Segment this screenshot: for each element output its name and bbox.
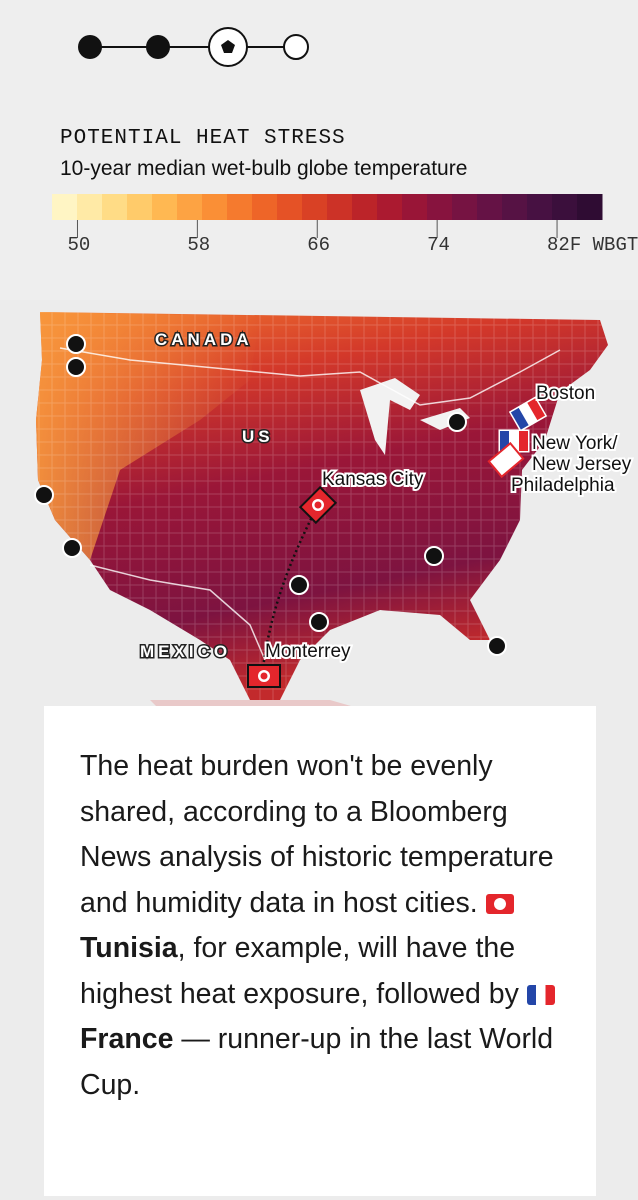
- progress-step[interactable]: [78, 35, 102, 59]
- city-label: New York/: [532, 433, 618, 454]
- border-line: [89, 564, 266, 661]
- flag-marker[interactable]: [508, 396, 548, 432]
- great-lakes: [360, 378, 470, 455]
- flag-icon: [526, 984, 555, 1005]
- colorbar-swatch: [352, 194, 378, 220]
- city-label: Kansas City: [322, 469, 424, 490]
- flag-marker[interactable]: [247, 664, 281, 688]
- colorbar-swatch: [552, 194, 578, 220]
- city-dot[interactable]: [289, 575, 309, 595]
- city-dot[interactable]: [66, 357, 86, 377]
- region-label: US: [242, 427, 274, 446]
- colorbar-swatch: [202, 194, 228, 220]
- team-name: Tunisia: [80, 932, 178, 964]
- colorbar-swatch: [402, 194, 428, 220]
- paragraph-text: The heat burden won't be evenly shared, …: [80, 750, 554, 919]
- colorbar-swatch: [577, 194, 603, 220]
- legend-title: POTENTIAL HEAT STRESS: [60, 127, 346, 150]
- flag-marker[interactable]: [498, 429, 530, 453]
- city-label: Boston: [536, 383, 595, 404]
- flag-marker[interactable]: [487, 441, 525, 479]
- colorbar-swatch: [127, 194, 153, 220]
- colorbar-swatch: [102, 194, 128, 220]
- city-dot[interactable]: [487, 636, 507, 656]
- route: [260, 504, 320, 676]
- city-dot[interactable]: [424, 546, 444, 566]
- team-name: France: [80, 1023, 174, 1055]
- colorbar-tick-label: 58: [187, 234, 210, 256]
- colorbar-swatch: [77, 194, 103, 220]
- colorbar-swatch: [427, 194, 453, 220]
- colorbar-swatch: [152, 194, 178, 220]
- progress-step[interactable]: [146, 35, 170, 59]
- region-label: MEXICO: [140, 642, 231, 661]
- city-label: Philadelphia: [511, 475, 615, 496]
- paragraph-text: — runner-up in the last World Cup.: [80, 1023, 554, 1101]
- city-label: New Jersey: [532, 454, 632, 475]
- colorbar-swatch: [252, 194, 278, 220]
- city-dot[interactable]: [34, 485, 54, 505]
- colorbar-swatch: [52, 194, 78, 220]
- progress-step[interactable]: [283, 34, 309, 60]
- city-dot[interactable]: [309, 612, 329, 632]
- colorbar-tick-label: 82F WBGT: [547, 234, 638, 256]
- colorbar: 50 58 66 74 82F WBGT: [52, 194, 638, 256]
- colorbar-tick-label: 74: [427, 234, 450, 256]
- colorbar-swatch: [527, 194, 553, 220]
- legend-subtitle: 10-year median wet-bulb globe temperatur…: [60, 157, 467, 180]
- colorbar-swatch: [177, 194, 203, 220]
- city-dot[interactable]: [66, 334, 86, 354]
- paragraph-text: , for example, will have the highest hea…: [80, 932, 519, 1010]
- colorbar-swatch: [227, 194, 253, 220]
- colorbar-tick-label: 50: [67, 234, 90, 256]
- city-dot[interactable]: [447, 412, 467, 432]
- city-dot[interactable]: [62, 538, 82, 558]
- colorbar-swatch: [277, 194, 303, 220]
- colorbar-swatch: [377, 194, 403, 220]
- city-label: Monterrey: [265, 641, 351, 662]
- colorbar-swatch: [477, 194, 503, 220]
- border-line: [59, 347, 561, 406]
- text-card: The heat burden won't be evenly shared, …: [44, 706, 596, 1196]
- region-label: CANADA: [155, 330, 253, 349]
- flag-icon: [485, 893, 514, 914]
- ball-patch: [221, 40, 235, 53]
- flag-marker[interactable]: [298, 485, 338, 525]
- colorbar-tick-label: 66: [307, 234, 330, 256]
- colorbar-swatch: [327, 194, 353, 220]
- legend-backdrop: [0, 0, 638, 300]
- colorbar-swatch: [452, 194, 478, 220]
- colorbar-swatch: [302, 194, 328, 220]
- colorbar-swatch: [502, 194, 528, 220]
